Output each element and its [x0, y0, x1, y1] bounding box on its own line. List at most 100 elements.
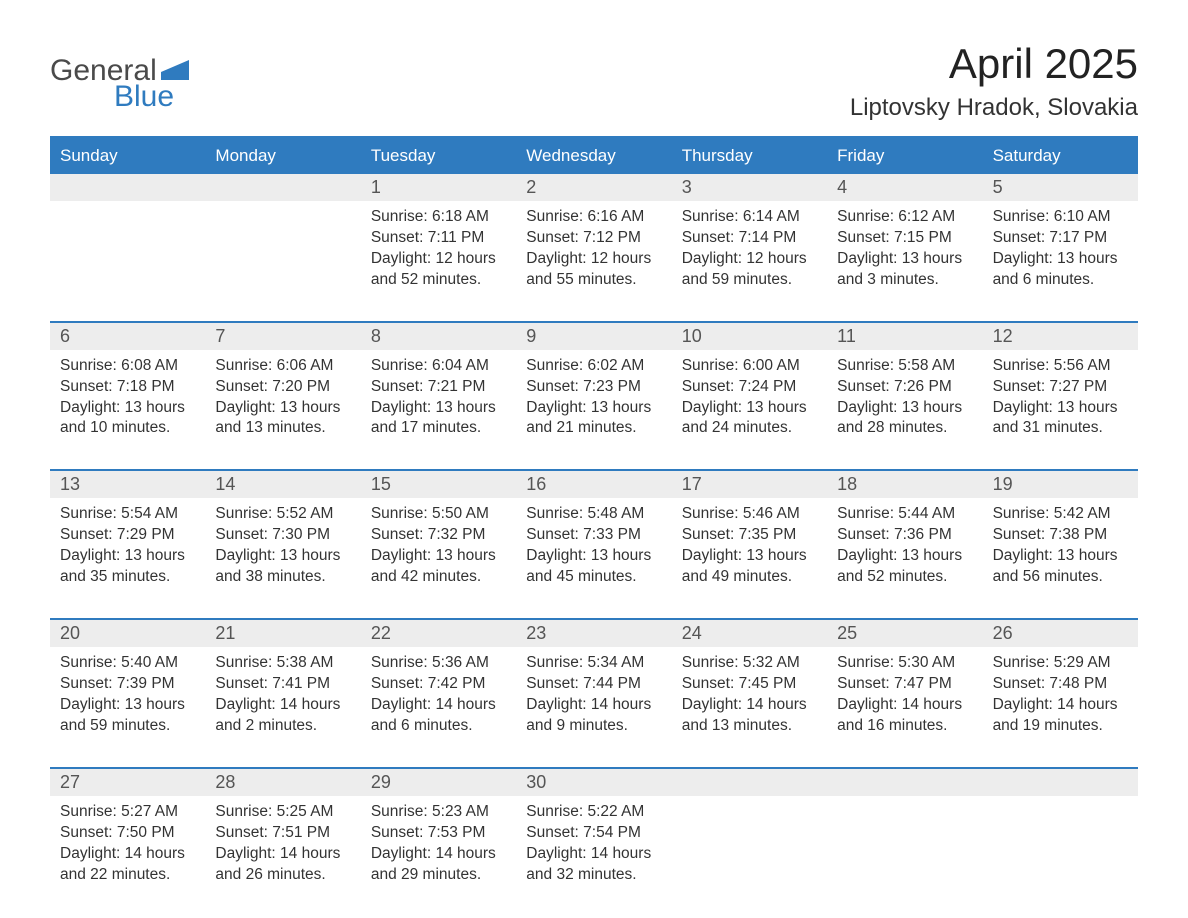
daylight-line-2: and 24 minutes. — [682, 418, 817, 439]
daylight-line-1: Daylight: 14 hours — [371, 844, 506, 865]
day-cell: Sunrise: 6:18 AMSunset: 7:11 PMDaylight:… — [361, 201, 516, 321]
sunrise-line: Sunrise: 6:02 AM — [526, 356, 661, 377]
sunset-line: Sunset: 7:18 PM — [60, 377, 195, 398]
sunrise-line: Sunrise: 5:23 AM — [371, 802, 506, 823]
title-block: April 2025 Liptovsky Hradok, Slovakia — [850, 40, 1138, 122]
sunrise-line: Sunrise: 6:18 AM — [371, 207, 506, 228]
sunset-line: Sunset: 7:23 PM — [526, 377, 661, 398]
day-number: 18 — [827, 471, 982, 498]
sunrise-line: Sunrise: 5:40 AM — [60, 653, 195, 674]
sunset-line: Sunset: 7:44 PM — [526, 674, 661, 695]
day-number: 28 — [205, 769, 360, 796]
daylight-line-1: Daylight: 14 hours — [371, 695, 506, 716]
sunrise-line: Sunrise: 5:30 AM — [837, 653, 972, 674]
sunrise-line: Sunrise: 5:25 AM — [215, 802, 350, 823]
day-cell-empty — [672, 796, 827, 916]
daylight-line-2: and 21 minutes. — [526, 418, 661, 439]
sunset-line: Sunset: 7:30 PM — [215, 525, 350, 546]
day-number — [827, 769, 982, 796]
sunset-line: Sunset: 7:24 PM — [682, 377, 817, 398]
week-row: 6789101112Sunrise: 6:08 AMSunset: 7:18 P… — [50, 321, 1138, 470]
day-number — [205, 174, 360, 201]
day-number: 25 — [827, 620, 982, 647]
week-row: 13141516171819Sunrise: 5:54 AMSunset: 7:… — [50, 469, 1138, 618]
sunset-line: Sunset: 7:50 PM — [60, 823, 195, 844]
daylight-line-1: Daylight: 13 hours — [371, 546, 506, 567]
daylight-line-2: and 22 minutes. — [60, 865, 195, 886]
sunset-line: Sunset: 7:47 PM — [837, 674, 972, 695]
day-number: 30 — [516, 769, 671, 796]
sunrise-line: Sunrise: 5:58 AM — [837, 356, 972, 377]
day-cell: Sunrise: 6:02 AMSunset: 7:23 PMDaylight:… — [516, 350, 671, 470]
daylight-line-2: and 3 minutes. — [837, 270, 972, 291]
sunset-line: Sunset: 7:45 PM — [682, 674, 817, 695]
day-number: 27 — [50, 769, 205, 796]
daylight-line-1: Daylight: 14 hours — [993, 695, 1128, 716]
daynum-row: 12345 — [50, 174, 1138, 201]
day-cell: Sunrise: 5:38 AMSunset: 7:41 PMDaylight:… — [205, 647, 360, 767]
weekday-tuesday: Tuesday — [361, 138, 516, 174]
daylight-line-2: and 6 minutes. — [993, 270, 1128, 291]
sunset-line: Sunset: 7:51 PM — [215, 823, 350, 844]
daylight-line-1: Daylight: 13 hours — [837, 546, 972, 567]
day-cell: Sunrise: 6:16 AMSunset: 7:12 PMDaylight:… — [516, 201, 671, 321]
day-cell: Sunrise: 5:25 AMSunset: 7:51 PMDaylight:… — [205, 796, 360, 916]
day-cell: Sunrise: 5:22 AMSunset: 7:54 PMDaylight:… — [516, 796, 671, 916]
day-number: 5 — [983, 174, 1138, 201]
sunrise-line: Sunrise: 5:42 AM — [993, 504, 1128, 525]
day-cell: Sunrise: 5:50 AMSunset: 7:32 PMDaylight:… — [361, 498, 516, 618]
sunset-line: Sunset: 7:21 PM — [371, 377, 506, 398]
daylight-line-2: and 13 minutes. — [215, 418, 350, 439]
daylight-line-1: Daylight: 14 hours — [526, 844, 661, 865]
daylight-line-1: Daylight: 12 hours — [682, 249, 817, 270]
day-cell-empty — [50, 201, 205, 321]
day-number: 29 — [361, 769, 516, 796]
daylight-line-2: and 42 minutes. — [371, 567, 506, 588]
weekday-thursday: Thursday — [672, 138, 827, 174]
day-number: 15 — [361, 471, 516, 498]
daylight-line-1: Daylight: 14 hours — [60, 844, 195, 865]
day-number: 8 — [361, 323, 516, 350]
sunrise-line: Sunrise: 6:12 AM — [837, 207, 972, 228]
daylight-line-2: and 28 minutes. — [837, 418, 972, 439]
sunset-line: Sunset: 7:42 PM — [371, 674, 506, 695]
day-cell: Sunrise: 5:48 AMSunset: 7:33 PMDaylight:… — [516, 498, 671, 618]
day-cell: Sunrise: 5:44 AMSunset: 7:36 PMDaylight:… — [827, 498, 982, 618]
sunrise-line: Sunrise: 6:06 AM — [215, 356, 350, 377]
sunset-line: Sunset: 7:41 PM — [215, 674, 350, 695]
sunrise-line: Sunrise: 5:50 AM — [371, 504, 506, 525]
day-number: 14 — [205, 471, 360, 498]
day-cell: Sunrise: 5:58 AMSunset: 7:26 PMDaylight:… — [827, 350, 982, 470]
sunset-line: Sunset: 7:33 PM — [526, 525, 661, 546]
daylight-line-1: Daylight: 13 hours — [60, 546, 195, 567]
sunrise-line: Sunrise: 5:54 AM — [60, 504, 195, 525]
day-number: 16 — [516, 471, 671, 498]
sunset-line: Sunset: 7:26 PM — [837, 377, 972, 398]
day-number: 6 — [50, 323, 205, 350]
day-number: 17 — [672, 471, 827, 498]
weekday-saturday: Saturday — [983, 138, 1138, 174]
sunset-line: Sunset: 7:20 PM — [215, 377, 350, 398]
daylight-line-2: and 31 minutes. — [993, 418, 1128, 439]
daylight-line-2: and 59 minutes. — [682, 270, 817, 291]
daylight-line-1: Daylight: 13 hours — [993, 249, 1128, 270]
sunrise-line: Sunrise: 5:38 AM — [215, 653, 350, 674]
daynum-row: 27282930 — [50, 769, 1138, 796]
daylight-line-2: and 52 minutes. — [371, 270, 506, 291]
day-cell: Sunrise: 6:10 AMSunset: 7:17 PMDaylight:… — [983, 201, 1138, 321]
sunset-line: Sunset: 7:38 PM — [993, 525, 1128, 546]
week-row: 20212223242526Sunrise: 5:40 AMSunset: 7:… — [50, 618, 1138, 767]
daylight-line-1: Daylight: 13 hours — [682, 546, 817, 567]
day-number: 13 — [50, 471, 205, 498]
logo: General Blue — [50, 40, 189, 114]
day-cell: Sunrise: 5:34 AMSunset: 7:44 PMDaylight:… — [516, 647, 671, 767]
sunset-line: Sunset: 7:27 PM — [993, 377, 1128, 398]
sunset-line: Sunset: 7:54 PM — [526, 823, 661, 844]
weekday-friday: Friday — [827, 138, 982, 174]
day-number: 3 — [672, 174, 827, 201]
daylight-line-2: and 19 minutes. — [993, 716, 1128, 737]
daylight-line-2: and 32 minutes. — [526, 865, 661, 886]
daylight-line-1: Daylight: 14 hours — [526, 695, 661, 716]
sunrise-line: Sunrise: 5:46 AM — [682, 504, 817, 525]
sunrise-line: Sunrise: 5:52 AM — [215, 504, 350, 525]
